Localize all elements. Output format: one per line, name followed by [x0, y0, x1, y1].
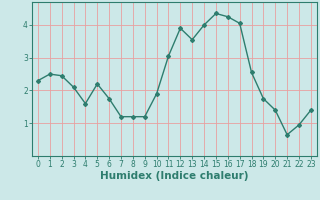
X-axis label: Humidex (Indice chaleur): Humidex (Indice chaleur) [100, 171, 249, 181]
